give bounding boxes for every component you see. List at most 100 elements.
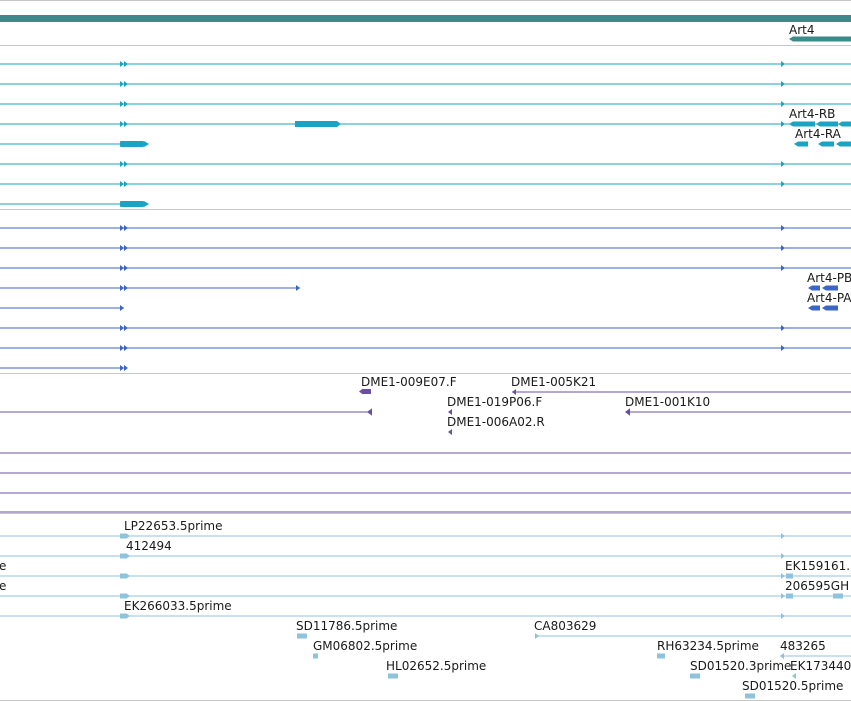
- exon-arrow: [838, 121, 842, 127]
- est-label-truncated-2[interactable]: e: [0, 579, 6, 593]
- arrow-right-icon: [781, 161, 785, 167]
- est-label-ek173440[interactable]: EK173440: [790, 659, 851, 673]
- arrow-left-icon: [780, 653, 784, 659]
- transcript-label-ra[interactable]: Art4-RA: [795, 127, 842, 141]
- est-label-lp22653[interactable]: LP22653.5prime: [124, 519, 223, 533]
- arrow-right-icon: [781, 181, 785, 187]
- est-label-ek266033[interactable]: EK266033.5prime: [124, 599, 232, 613]
- arrow-right-icon: [124, 345, 128, 351]
- arrow-right-icon: [124, 225, 128, 231]
- protein-label-pb[interactable]: Art4-PB: [807, 271, 851, 285]
- gene-label-art4[interactable]: Art4: [789, 23, 814, 37]
- arrow-right-icon: [781, 121, 785, 127]
- arrow-right-icon: [781, 553, 785, 559]
- arrow-right-icon: [124, 161, 128, 167]
- est-label-206595gh[interactable]: 206595GH: [785, 579, 849, 593]
- arrow-right-icon: [127, 573, 130, 579]
- est-label-rh63234[interactable]: RH63234.5prime: [657, 639, 759, 653]
- est-block: [833, 593, 843, 599]
- est-block: [786, 573, 793, 579]
- exon-block: [812, 305, 820, 311]
- exon-arrow: [808, 285, 812, 291]
- clone-label-009e07[interactable]: DME1-009E07.F: [361, 375, 457, 389]
- exon-arrow: [789, 121, 793, 127]
- arrow-right-icon: [120, 81, 124, 87]
- exon-block: [826, 285, 838, 291]
- est-label-483265[interactable]: 483265: [780, 639, 826, 653]
- est-label-ek159161[interactable]: EK159161.: [785, 559, 850, 573]
- exon-arrow: [794, 141, 798, 147]
- est-label-hl02652[interactable]: HL02652.5prime: [386, 659, 486, 673]
- est-label-ca803629[interactable]: CA803629: [534, 619, 596, 633]
- arrow-left-icon: [512, 389, 516, 395]
- arrow-right-icon: [120, 61, 124, 67]
- arrow-right-icon: [781, 245, 785, 251]
- arrow-right-icon: [127, 553, 130, 559]
- est-block: [297, 633, 307, 639]
- clone-label-006a02[interactable]: DME1-006A02.R: [447, 415, 545, 429]
- exon-block: [295, 121, 337, 127]
- arrow-right-icon: [781, 61, 785, 67]
- est-block: [745, 693, 755, 699]
- arrow-right-icon: [781, 265, 785, 271]
- exon-arrow: [836, 141, 840, 147]
- est-block: [786, 593, 793, 599]
- arrow-right-icon: [124, 121, 128, 127]
- exon-arrow: [822, 305, 826, 311]
- arrow-right-icon: [120, 225, 124, 231]
- arrow-right-icon: [124, 285, 128, 291]
- arrow-right-icon: [120, 245, 124, 251]
- exon-block: [120, 141, 144, 147]
- arrow-right-icon: [535, 633, 539, 639]
- est-label-sd01520-5[interactable]: SD01520.5prime: [742, 679, 843, 693]
- est-label-gm06802[interactable]: GM06802.5prime: [313, 639, 417, 653]
- est-block: [657, 653, 665, 659]
- exon-arrow: [144, 201, 149, 207]
- est-block: [120, 533, 127, 539]
- exon-arrow: [816, 121, 820, 127]
- arrow-right-icon: [781, 81, 785, 87]
- arrow-right-icon: [124, 245, 128, 251]
- est-block: [690, 673, 700, 679]
- protein-label-pa[interactable]: Art4-PA: [807, 291, 851, 305]
- exon-block: [120, 201, 144, 207]
- clone-label-019p06[interactable]: DME1-019P06.F: [447, 395, 542, 409]
- clone-label-001k10[interactable]: DME1-001K10: [625, 395, 710, 409]
- exon-block: [820, 121, 838, 127]
- est-label-sd01520-3[interactable]: SD01520.3prime: [690, 659, 791, 673]
- arrow-left-icon: [448, 409, 452, 415]
- arrow-right-icon: [124, 265, 128, 271]
- arrow-right-icon: [781, 593, 785, 599]
- arrow-right-icon: [127, 613, 130, 619]
- arrow-right-icon: [781, 573, 785, 579]
- arrow-right-icon: [124, 325, 128, 331]
- arrow-right-icon: [781, 101, 785, 107]
- arrow-right-icon: [781, 533, 785, 539]
- arrow-right-icon: [296, 285, 300, 291]
- arrow-right-icon: [120, 325, 124, 331]
- arrow-right-icon: [781, 613, 785, 619]
- arrow-right-icon: [120, 121, 124, 127]
- arrow-right-icon: [120, 345, 124, 351]
- exon-arrow: [818, 141, 822, 147]
- exon-block: [842, 121, 851, 127]
- est-block: [388, 673, 398, 679]
- est-label-truncated-1[interactable]: e: [0, 559, 6, 573]
- arrow-right-icon: [120, 365, 124, 371]
- clone-end-block: [363, 389, 371, 394]
- arrow-right-icon: [124, 181, 128, 187]
- transcript-label-rb[interactable]: Art4-RB: [789, 107, 835, 121]
- exon-arrow: [822, 285, 826, 291]
- arrow-right-icon: [120, 181, 124, 187]
- gene-bar: [0, 15, 851, 22]
- exon-block: [798, 141, 808, 147]
- exon-block: [826, 305, 838, 311]
- exon-arrow: [144, 141, 149, 147]
- arrow-right-icon: [781, 345, 785, 351]
- est-label-412494[interactable]: 412494: [126, 539, 172, 553]
- clone-label-005k21[interactable]: DME1-005K21: [511, 375, 596, 389]
- est-label-sd11786[interactable]: SD11786.5prime: [296, 619, 397, 633]
- arrow-right-icon: [781, 325, 785, 331]
